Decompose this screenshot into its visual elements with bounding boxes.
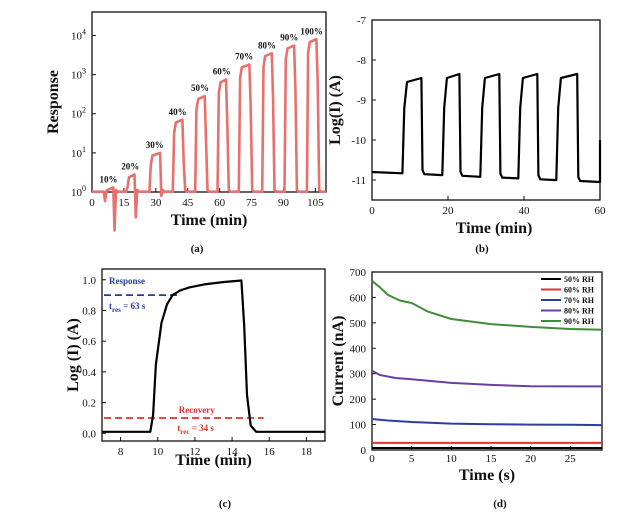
y-tick-label: -8 <box>357 55 367 67</box>
pulse-label: 30% <box>146 140 164 150</box>
x-tick-label: 60 <box>214 197 226 209</box>
x-tick-label: 75 <box>246 197 258 209</box>
y-tick-label: 102 <box>71 106 86 121</box>
y-tick-label: 0.0 <box>82 428 96 440</box>
x-axis-label: Time (min) <box>456 220 533 237</box>
y-tick-label: 101 <box>71 145 86 160</box>
y-axis-label: Current (nA) <box>330 316 347 407</box>
y-tick-label: 700 <box>350 267 367 279</box>
y-tick-label: -10 <box>351 135 366 147</box>
y-tick-label: 1.0 <box>82 275 96 287</box>
panel-d: 0 5 10 15 20 25 0 100 200 300 400 500 600 700 50% RH 60… <box>330 267 603 510</box>
y-tick-label: 0 <box>361 445 367 457</box>
y-tick-label: 0.2 <box>82 398 96 410</box>
y-tick-label: 103 <box>71 67 86 82</box>
y-tick-label: 500 <box>350 318 367 330</box>
panel-c: 8 10 12 14 16 18 0.0 0.2 0.4 0.6 0.8 1.0 Response tre… <box>65 268 326 510</box>
pulse-label: 20% <box>121 162 139 172</box>
panel-label: (b) <box>475 243 489 255</box>
x-tick-label: 10 <box>446 453 458 465</box>
y-tick-label: 600 <box>350 292 367 304</box>
x-tick-label: 12 <box>189 446 200 458</box>
y-tick-label: 100 <box>350 420 367 432</box>
response-label: Response <box>109 276 145 286</box>
x-axis-label: Time (min) <box>171 212 248 229</box>
x-tick-label: 16 <box>264 446 276 458</box>
y-tick-label: 0.6 <box>82 336 96 348</box>
legend-label: 60% RH <box>564 286 595 295</box>
current-curve <box>371 72 602 184</box>
recovery-label: Recovery <box>179 405 215 415</box>
y-tick-label: -11 <box>352 175 366 187</box>
legend-label: 50% RH <box>564 275 595 284</box>
x-tick-label: 45 <box>182 197 194 209</box>
y-axis-label: Response <box>45 70 62 134</box>
pulse-label: 80% <box>258 40 276 50</box>
x-tick-label: 10 <box>152 446 164 458</box>
series-line <box>371 369 602 388</box>
plot-frame <box>371 19 601 201</box>
y-axis-label: Log (I) (A) <box>65 318 82 392</box>
legend-label: 90% RH <box>564 317 595 326</box>
series-line <box>371 280 603 331</box>
x-tick-label: 0 <box>369 205 375 217</box>
y-tick-label: 400 <box>350 343 367 355</box>
series-line <box>371 418 603 427</box>
x-tick-label: 20 <box>443 205 455 217</box>
x-tick-label: 20 <box>525 453 537 465</box>
plot-frame <box>371 271 603 451</box>
response-time: tres = 63 s <box>109 301 146 314</box>
pulse-label: 50% <box>191 83 209 93</box>
pulse-label: 40% <box>169 107 187 117</box>
x-tick-label: 40 <box>519 205 531 217</box>
legend-label: 70% RH <box>564 296 595 305</box>
x-tick-label: 15 <box>485 453 497 465</box>
x-axis-label: Time (min) <box>175 452 252 469</box>
y-tick-label: 0.8 <box>82 305 96 317</box>
pulse-label: 90% <box>280 33 298 43</box>
y-axis-label: Log(I) (A) <box>327 75 344 145</box>
y-tick-label: -7 <box>357 15 367 27</box>
pulse-label: 100% <box>300 26 323 36</box>
y-tick-label: 0.4 <box>82 367 96 379</box>
y-tick-label: 100 <box>71 184 86 199</box>
x-tick-label: 14 <box>227 446 239 458</box>
x-tick-label: 0 <box>89 197 95 209</box>
plot-frame <box>101 268 326 442</box>
x-tick-label: 15 <box>118 197 130 209</box>
pulse-label: 70% <box>235 52 253 62</box>
pulse-label: 10% <box>99 175 117 185</box>
recovery-time: trec = 34 s <box>177 423 214 436</box>
y-tick-label: 200 <box>350 394 367 406</box>
panel-label: (c) <box>219 498 232 510</box>
response-curve <box>92 38 326 232</box>
x-tick-label: 105 <box>307 197 324 209</box>
y-tick-label: 300 <box>350 369 367 381</box>
x-tick-label: 5 <box>409 453 415 465</box>
panel-label: (a) <box>191 243 204 255</box>
panel-label: (d) <box>493 498 507 510</box>
panel-a: 0 15 30 45 60 75 90 105 100 101 102 103 104 10% 20% 30%… <box>45 11 327 255</box>
transient-curve <box>102 279 325 433</box>
x-tick-label: 8 <box>118 446 124 458</box>
x-tick-label: 25 <box>565 453 577 465</box>
x-tick-label: 60 <box>595 205 607 217</box>
x-tick-label: 18 <box>301 446 313 458</box>
panel-b: 0 20 40 60 -7 -8 -9 -10 -11 Time (min) Log(I) (A) (… <box>327 15 606 255</box>
y-tick-label: -9 <box>357 95 367 107</box>
x-tick-label: 90 <box>278 197 290 209</box>
y-tick-label: 104 <box>71 27 86 42</box>
x-axis-label: Time (s) <box>459 467 515 484</box>
x-tick-label: 30 <box>150 197 162 209</box>
pulse-label: 60% <box>213 66 231 76</box>
legend-label: 80% RH <box>564 307 595 316</box>
x-tick-label: 0 <box>369 453 375 465</box>
